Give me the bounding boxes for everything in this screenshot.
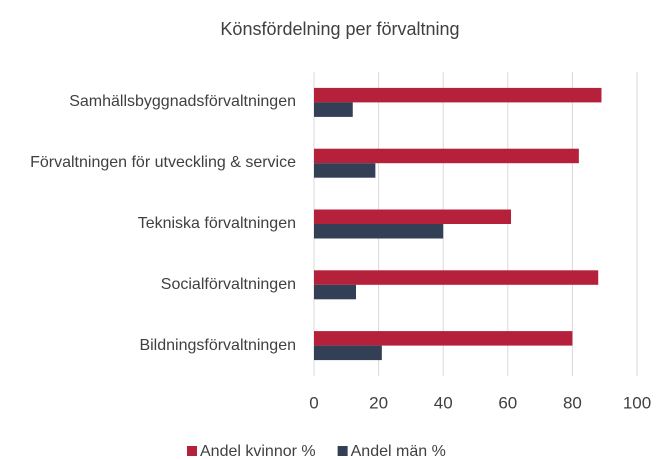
x-tick-label: 100	[623, 393, 651, 412]
x-tick-label: 80	[563, 393, 582, 412]
bar	[314, 87, 602, 103]
legend-label: Andel kvinnor %	[200, 443, 316, 460]
bar	[314, 102, 353, 117]
category-label: Samhällsbyggnadsförvaltningen	[69, 93, 296, 111]
bar	[314, 224, 444, 239]
chart-title: Könsfördelning per förvaltning	[220, 19, 459, 39]
x-tick-label: 40	[434, 393, 453, 412]
x-tick-label: 0	[309, 393, 318, 412]
category-label: Förvaltningen för utveckling & service	[30, 154, 296, 172]
legend-swatch	[337, 446, 348, 456]
legend-label: Andel män %	[351, 443, 446, 460]
category-label: Tekniska förvaltningen	[137, 215, 296, 232]
bar	[314, 284, 356, 300]
bar	[314, 270, 599, 285]
bar	[314, 209, 512, 224]
bar	[314, 331, 573, 346]
bar	[314, 345, 382, 361]
category-label: Socialförvaltningen	[160, 275, 296, 293]
legend-swatch	[187, 446, 197, 456]
bar	[314, 148, 579, 164]
bar	[314, 163, 376, 178]
category-label: Bildningsförvaltningen	[139, 336, 296, 354]
x-tick-label: 20	[369, 393, 388, 412]
x-tick-label: 60	[498, 393, 517, 412]
